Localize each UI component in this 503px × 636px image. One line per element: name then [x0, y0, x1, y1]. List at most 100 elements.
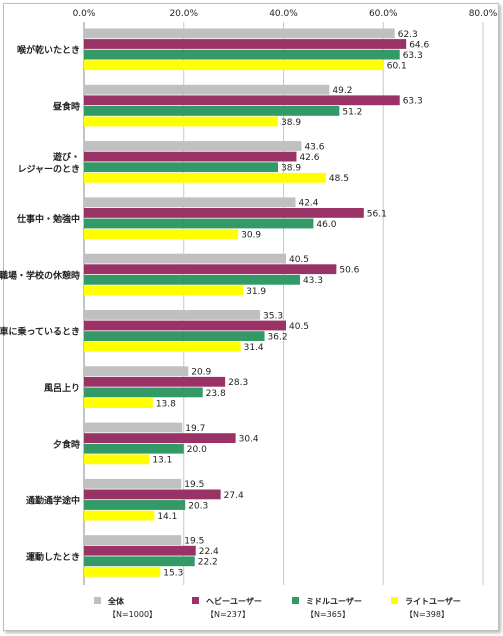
bar	[84, 253, 286, 264]
bar	[84, 197, 296, 208]
bar	[84, 264, 337, 275]
data-label: 35.3	[263, 311, 283, 321]
bar	[84, 376, 226, 387]
bar	[84, 556, 195, 567]
x-tick-label: 80.0%	[469, 9, 498, 19]
bar	[84, 49, 400, 60]
legend-note: 【N=365】	[306, 610, 350, 619]
data-label: 60.1	[387, 62, 407, 72]
bar	[84, 310, 261, 320]
bar	[84, 398, 153, 408]
x-tick-label: 40.0%	[269, 9, 298, 19]
data-label: 63.3	[403, 51, 423, 61]
data-label: 36.2	[268, 333, 288, 343]
legend-note: 【N=1000】	[108, 610, 157, 619]
data-label: 40.5	[289, 322, 309, 332]
data-label: 49.2	[332, 86, 352, 96]
category-label: 風呂上り	[44, 382, 80, 394]
legend-swatch	[292, 597, 299, 604]
category-label: レジャーのとき	[17, 164, 80, 175]
data-label: 31.4	[244, 343, 264, 353]
data-label: 42.6	[299, 153, 319, 163]
data-label: 38.9	[281, 164, 301, 174]
data-label: 14.1	[157, 512, 177, 522]
bar	[84, 172, 326, 183]
data-label: 19.5	[184, 537, 204, 547]
legend-label: 全体	[107, 596, 125, 606]
bar	[84, 545, 196, 556]
bar	[84, 489, 221, 500]
bar	[84, 366, 189, 377]
bar	[84, 320, 286, 331]
category-label: 夕食時	[53, 438, 80, 450]
data-label: 20.3	[188, 501, 208, 511]
data-label: 19.7	[185, 424, 205, 434]
data-label: 64.6	[409, 40, 429, 50]
category-label: 車に乗っているとき	[0, 326, 80, 338]
bar	[84, 285, 244, 296]
data-label: 51.2	[342, 107, 362, 117]
bar	[84, 208, 364, 218]
bar	[84, 500, 186, 510]
data-label: 30.4	[239, 435, 259, 445]
bar	[84, 84, 330, 95]
data-label: 22.2	[198, 558, 218, 568]
legend-swatch	[192, 597, 199, 604]
category-label: 職場・学校の休憩時	[0, 269, 80, 281]
data-label: 40.5	[289, 255, 309, 265]
legend-label: ヘビーユーザー	[206, 596, 262, 606]
category-label: 喉が乾いたとき	[17, 44, 80, 56]
bar	[84, 422, 183, 433]
data-label: 62.3	[398, 30, 418, 40]
bar	[84, 141, 302, 151]
bar	[84, 433, 236, 443]
bar	[84, 218, 314, 229]
bar	[84, 162, 279, 173]
x-tick-label: 20.0%	[169, 9, 198, 19]
bar	[84, 28, 395, 39]
data-label: 13.1	[152, 456, 172, 466]
category-label: 昼食時	[53, 100, 80, 112]
bar	[84, 151, 297, 162]
bar	[84, 341, 241, 352]
data-label: 15.3	[163, 568, 183, 578]
data-label: 22.4	[199, 547, 219, 557]
data-label: 27.4	[224, 491, 244, 501]
bar	[84, 60, 384, 71]
data-label: 19.5	[184, 480, 204, 490]
data-label: 38.9	[281, 118, 301, 128]
data-label: 42.4	[298, 199, 318, 209]
bar	[84, 510, 155, 521]
data-label: 43.3	[303, 276, 323, 286]
data-label: 46.0	[316, 220, 336, 230]
data-label: 20.0	[187, 445, 207, 455]
legend-swatch	[391, 597, 398, 604]
bar	[84, 387, 203, 398]
category-label: 運動したとき	[26, 551, 80, 563]
bar	[84, 535, 182, 545]
bar	[84, 116, 279, 127]
data-label: 20.9	[191, 368, 211, 378]
x-tick-label: 60.0%	[369, 9, 398, 19]
bar	[84, 39, 407, 49]
bar	[84, 443, 184, 454]
category-label: 仕事中・勉強中	[16, 213, 80, 225]
data-label: 48.5	[329, 174, 349, 184]
data-label: 23.8	[206, 389, 226, 399]
legend-label: ミドルユーザー	[306, 597, 362, 606]
data-label: 28.3	[228, 378, 248, 388]
bar	[84, 331, 265, 341]
bar	[84, 454, 150, 465]
legend-note: 【N=398】	[405, 610, 449, 619]
data-label: 13.8	[156, 399, 176, 409]
legend-note: 【N=237】	[206, 610, 250, 619]
bar	[84, 229, 239, 239]
bar	[84, 567, 161, 577]
x-tick-label: 0.0%	[73, 9, 96, 19]
bar	[84, 106, 340, 116]
data-label: 63.3	[403, 97, 423, 107]
data-label: 30.9	[241, 231, 261, 241]
data-label: 50.6	[339, 266, 359, 276]
bar	[84, 478, 182, 489]
